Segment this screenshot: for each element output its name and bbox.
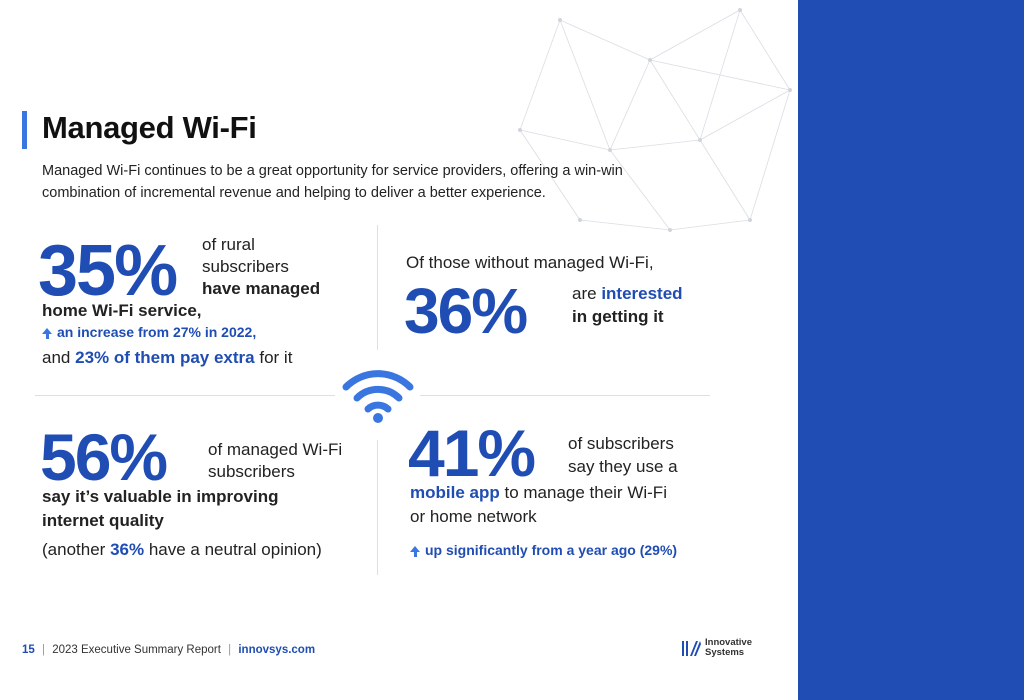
- network-background: [518, 8, 792, 232]
- stat3-paren-close: have a neutral opinion): [148, 540, 322, 559]
- stat4-line1: of subscribers: [568, 434, 674, 453]
- stat1-line4: home Wi-Fi service,: [42, 301, 202, 320]
- footer-separator: |: [228, 644, 232, 656]
- side-panel: [798, 0, 1024, 700]
- horizontal-divider-left: [35, 395, 335, 396]
- stat1-increase-text: an increase from 27% in 2022,: [57, 324, 257, 340]
- stat1-increase-row: an increase from 27% in 2022,: [42, 324, 256, 340]
- stat-35-percent: 35%: [38, 231, 178, 311]
- stat3-bold2: internet quality: [42, 511, 164, 530]
- company-logo: Innovative Systems: [681, 638, 752, 658]
- stat-36-percent: 36%: [404, 275, 528, 347]
- page-number: 15: [22, 644, 35, 656]
- page-title: Managed Wi-Fi: [42, 110, 257, 145]
- vertical-divider-top: [377, 225, 378, 350]
- stat4-line3-rest: to manage their Wi-Fi: [504, 483, 667, 502]
- footer-separator: |: [42, 644, 45, 656]
- up-arrow-icon: [410, 545, 420, 557]
- stat2-are: are: [572, 284, 597, 303]
- stat1-line3: have managed: [202, 279, 321, 298]
- stat4-mobile-app: mobile app: [410, 483, 500, 502]
- stat4-up-text: up significantly from a year ago (29%): [425, 542, 678, 558]
- footer: 15 | 2023 Executive Summary Report | inn…: [22, 644, 315, 656]
- stat1-and: and: [42, 348, 71, 367]
- stat3-paren-row: (another 36% have a neutral opinion): [42, 539, 322, 561]
- footer-report: 2023 Executive Summary Report: [52, 644, 221, 656]
- stat2-interested: interested: [601, 284, 683, 303]
- logo-line1: Innovative: [705, 637, 752, 648]
- stat3-paren-open: (another: [42, 540, 106, 559]
- stat4-line4: or home network: [410, 507, 537, 526]
- stat3-paren-bold: 36%: [110, 540, 145, 559]
- stat-41-percent: 41%: [408, 416, 536, 490]
- stat1-line2: subscribers: [202, 257, 289, 276]
- title-accent-bar: [22, 111, 27, 149]
- horizontal-divider-right: [420, 395, 710, 396]
- wifi-icon: [342, 370, 414, 423]
- stat4-line3: mobile app to manage their Wi-Fi: [410, 482, 667, 504]
- up-arrow-icon: [42, 327, 52, 339]
- stat1-pay-row: and 23% of them pay extra for it: [42, 347, 292, 369]
- stat3-line2: subscribers: [208, 462, 295, 481]
- vertical-divider-bottom: [377, 440, 378, 575]
- footer-url[interactable]: innovsys.com: [238, 644, 316, 656]
- stat2-line1: are interested: [572, 283, 683, 305]
- stat1-for-it: for it: [259, 348, 293, 367]
- stat3-bold1: say it’s valuable in improving: [42, 487, 279, 506]
- stat2-lead: Of those without managed Wi-Fi,: [406, 253, 654, 272]
- stat4-up-row: up significantly from a year ago (29%): [410, 542, 677, 558]
- logo-line2: Systems: [705, 647, 745, 658]
- stat3-line1: of managed Wi-Fi: [208, 440, 343, 459]
- intro-paragraph: Managed Wi-Fi continues to be a great op…: [42, 163, 623, 201]
- stat1-line1: of rural: [202, 235, 255, 254]
- stat2-line2: in getting it: [572, 307, 664, 326]
- stat-56-percent: 56%: [40, 420, 168, 494]
- logo-icon: [682, 641, 701, 656]
- stat4-line2: say they use a: [568, 457, 678, 476]
- stat1-pay-extra: 23% of them pay extra: [75, 348, 255, 367]
